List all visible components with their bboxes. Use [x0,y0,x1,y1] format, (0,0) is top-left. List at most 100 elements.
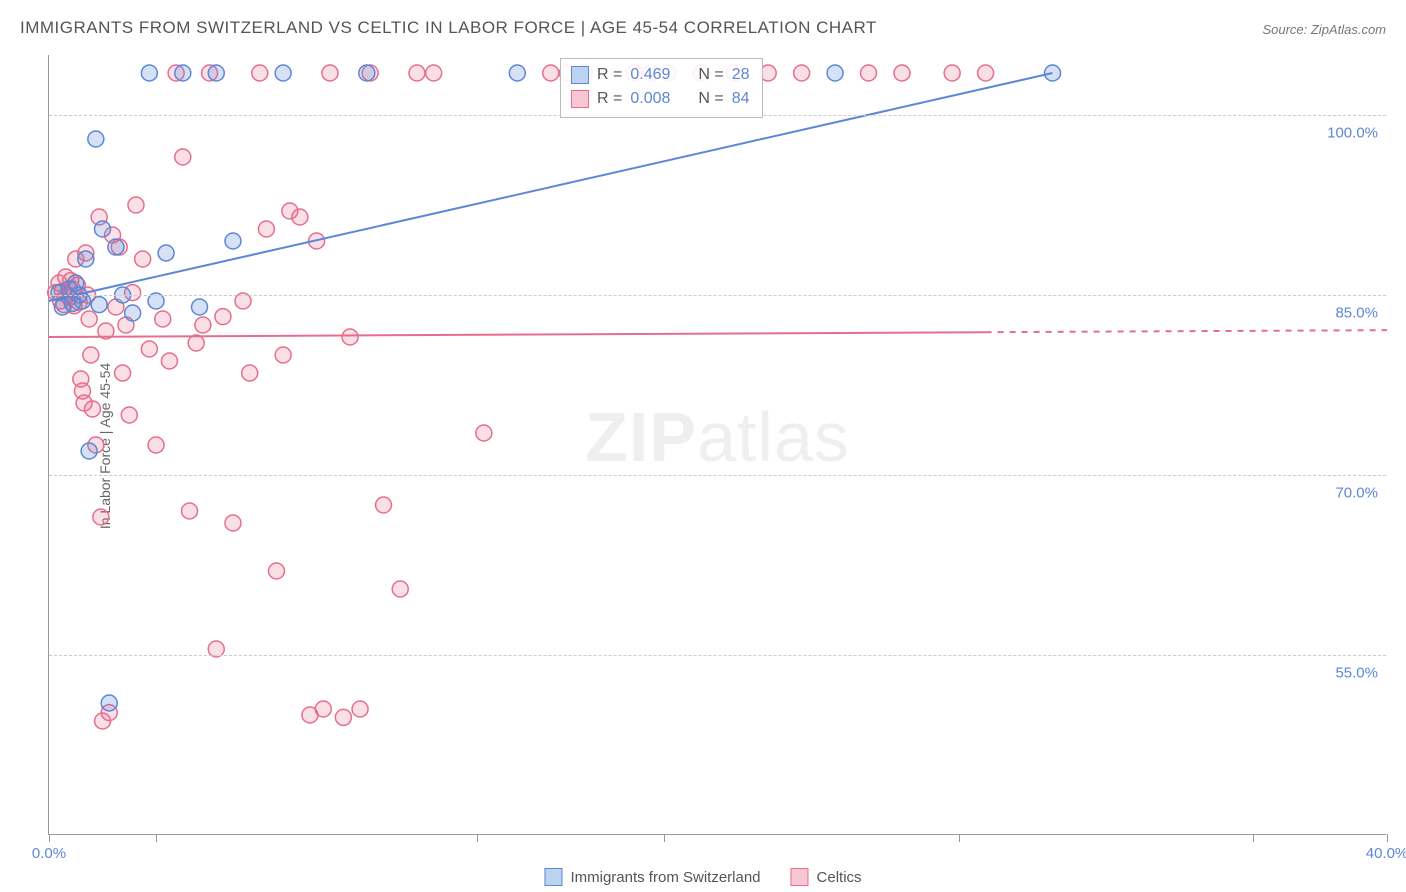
scatter-point [208,65,224,81]
stats-n-value: 84 [732,87,750,111]
scatter-point [195,317,211,333]
scatter-point [225,233,241,249]
gridline [49,295,1386,296]
scatter-point [141,341,157,357]
scatter-point [426,65,442,81]
correlation-stats-box: R = 0.469 N = 28 R = 0.008 N = 84 [560,58,763,118]
gridline [49,475,1386,476]
y-tick-label: 55.0% [1335,665,1378,682]
scatter-point [128,197,144,213]
scatter-point [83,347,99,363]
scatter-point [101,695,117,711]
scatter-point [215,309,231,325]
scatter-point [275,65,291,81]
trend-line-dashed [986,330,1387,332]
scatter-point [861,65,877,81]
scatter-point [894,65,910,81]
scatter-point [827,65,843,81]
scatter-point [81,443,97,459]
scatter-point [188,335,204,351]
x-tick [156,834,157,842]
y-tick-label: 70.0% [1335,485,1378,502]
legend-swatch [571,90,589,108]
scatter-point [95,221,111,237]
stats-row: R = 0.008 N = 84 [571,87,750,111]
scatter-point [88,131,104,147]
scatter-point [543,65,559,81]
x-tick-label: 40.0% [1366,845,1406,862]
scatter-point [335,709,351,725]
legend-swatch [791,868,809,886]
legend-swatch [544,868,562,886]
legend-swatch [571,66,589,84]
scatter-point [275,347,291,363]
legend-item: Celtics [791,868,862,886]
scatter-point [978,65,994,81]
scatter-point [158,245,174,261]
stats-n-label: N = [698,87,723,111]
scatter-point [121,407,137,423]
scatter-point [148,437,164,453]
x-tick [959,834,960,842]
scatter-point [192,299,208,315]
scatter-point [141,65,157,81]
scatter-point [352,701,368,717]
bottom-legend: Immigrants from Switzerland Celtics [544,868,861,886]
scatter-point [84,401,100,417]
stats-row: R = 0.469 N = 28 [571,63,750,87]
scatter-point [359,65,375,81]
scatter-point [509,65,525,81]
scatter-point [175,65,191,81]
stats-r-label: R = [597,87,622,111]
stats-r-value: 0.008 [630,87,670,111]
scatter-point [135,251,151,267]
scatter-point [125,305,141,321]
scatter-point [476,425,492,441]
scatter-point [242,365,258,381]
plot-area: ZIPatlas 55.0%70.0%85.0%100.0%0.0%40.0% [48,55,1386,835]
scatter-point [81,311,97,327]
scatter-point [376,497,392,513]
stats-r-label: R = [597,63,622,87]
x-tick [477,834,478,842]
scatter-point [155,311,171,327]
x-tick [1387,834,1388,842]
stats-r-value: 0.469 [630,63,670,87]
scatter-point [181,503,197,519]
legend-item: Immigrants from Switzerland [544,868,760,886]
scatter-point [175,149,191,165]
x-tick [664,834,665,842]
scatter-point [225,515,241,531]
trend-line [49,332,986,337]
chart-svg [49,55,1386,834]
source-attribution: Source: ZipAtlas.com [1262,22,1386,37]
scatter-point [342,329,358,345]
legend-label: Immigrants from Switzerland [570,869,760,886]
scatter-point [78,251,94,267]
legend-label: Celtics [817,869,862,886]
scatter-point [292,209,308,225]
scatter-point [108,239,124,255]
stats-n-value: 28 [732,63,750,87]
gridline [49,655,1386,656]
trend-line [49,73,1053,301]
scatter-point [392,581,408,597]
stats-n-label: N = [698,63,723,87]
scatter-point [315,701,331,717]
scatter-point [322,65,338,81]
scatter-point [409,65,425,81]
scatter-point [794,65,810,81]
scatter-point [268,563,284,579]
scatter-point [161,353,177,369]
y-tick-label: 85.0% [1335,305,1378,322]
scatter-point [93,509,109,525]
x-tick [49,834,50,842]
scatter-point [258,221,274,237]
scatter-point [115,365,131,381]
scatter-point [91,297,107,313]
x-tick [1253,834,1254,842]
scatter-point [760,65,776,81]
scatter-point [944,65,960,81]
y-tick-label: 100.0% [1327,125,1378,142]
scatter-point [252,65,268,81]
